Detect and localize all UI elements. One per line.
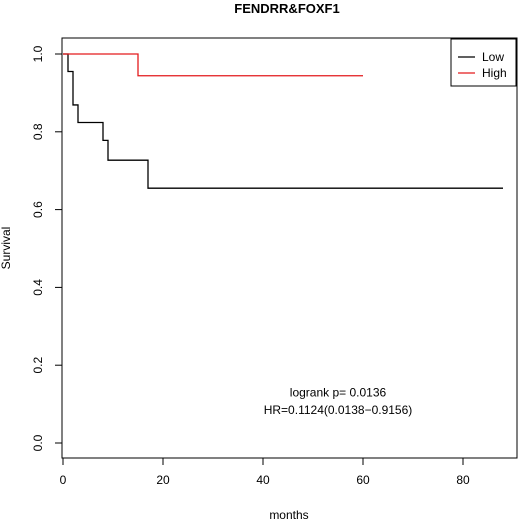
x-tick-label: 0 — [60, 473, 67, 487]
x-tick-label: 40 — [256, 473, 270, 487]
chart-title: FENDRR&FOXF1 — [234, 1, 339, 16]
x-tick-label: 80 — [456, 473, 470, 487]
y-tick-label: 0.2 — [31, 357, 45, 374]
series-line-high — [63, 53, 363, 77]
legend-box — [450, 38, 517, 87]
x-tick-label: 60 — [356, 473, 370, 487]
x-tick-label: 20 — [156, 473, 170, 487]
annotation-text: logrank p= 0.0136 — [290, 385, 387, 399]
y-tick-label: 0.4 — [31, 279, 45, 296]
y-axis: 0.0 0.2 0.4 0.6 0.8 1.0 — [31, 45, 63, 451]
legend-label-high: High — [482, 66, 507, 80]
legend: Low High — [450, 38, 517, 87]
series-line-low — [63, 53, 503, 189]
annotation-text: HR=0.1124(0.0138−0.9156) — [264, 403, 413, 417]
y-tick-label: 0.8 — [31, 123, 45, 140]
annotations: logrank p= 0.0136 HR=0.1124(0.0138−0.9156… — [264, 385, 413, 417]
y-tick-label: 1.0 — [31, 45, 45, 62]
y-tick-label: 0.6 — [31, 201, 45, 218]
x-axis-label: months — [269, 508, 308, 522]
x-axis: 0 20 40 60 80 — [60, 457, 470, 487]
y-axis-label: Survival — [0, 227, 13, 270]
series-layer — [63, 53, 503, 189]
legend-label-low: Low — [482, 50, 504, 64]
y-tick-label: 0.0 — [31, 434, 45, 451]
